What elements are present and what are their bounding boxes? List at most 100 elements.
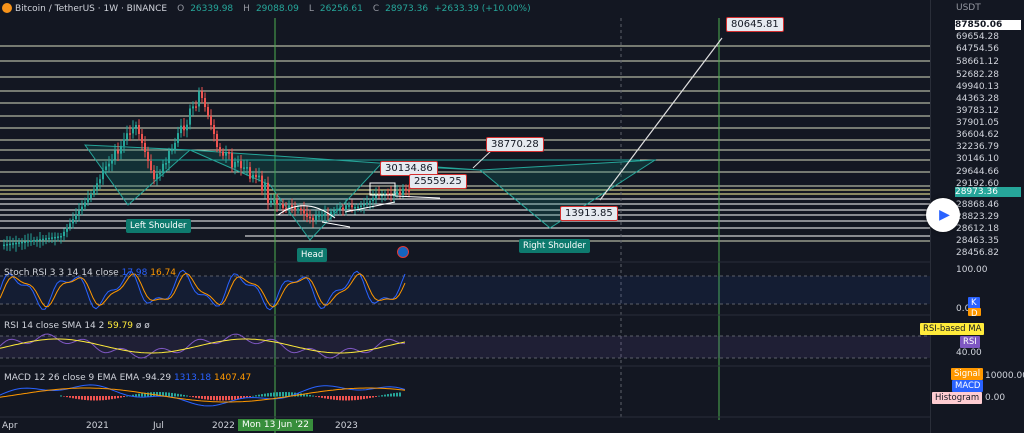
macd-histogram-bar <box>396 392 398 397</box>
symbol-header[interactable]: Bitcoin / TetherUS · 1W · BINANCE O 26339… <box>0 0 945 18</box>
macd-histogram-bar <box>309 394 311 397</box>
macd-histogram-bar <box>222 396 224 401</box>
replay-play-button[interactable]: ▶ <box>926 198 960 232</box>
macd-label: MACD 12 26 close 9 EMA EMA <box>4 373 140 383</box>
rsi-value: 59.79 <box>107 321 134 331</box>
candle-body <box>294 207 296 211</box>
stoch-d-tag: D <box>968 308 981 316</box>
candle-body <box>303 209 305 214</box>
macd-histogram-bar <box>168 392 170 397</box>
macd-signal-tag: Signal <box>951 368 984 380</box>
macd-histogram-bar <box>219 396 221 401</box>
candle-body <box>141 134 143 143</box>
candle-body <box>195 106 197 108</box>
macd-histogram-bar <box>66 396 68 398</box>
candle-body <box>168 150 170 164</box>
macd-histogram-bar <box>384 394 386 397</box>
macd-histogram-bar <box>330 396 332 400</box>
price-level-label: 28456.82 <box>956 248 999 258</box>
rsi-axis-bottom: 40.00 <box>956 348 982 358</box>
rsi-tag: RSI <box>960 336 980 348</box>
macd-histogram-bar <box>393 393 395 397</box>
pointer-line <box>472 149 493 169</box>
macd-histogram-bar <box>270 392 272 397</box>
macd-histogram-bar <box>75 396 77 399</box>
open-value: 26339.98 <box>190 4 234 14</box>
candle-body <box>189 108 191 125</box>
rsi-band <box>0 336 930 358</box>
macd-histogram-bar <box>93 396 95 401</box>
rsi-legend[interactable]: RSI 14 close SMA 14 2 59.79 ø ø <box>4 321 150 331</box>
candle-body <box>408 190 410 192</box>
symbol-title[interactable]: Bitcoin / TetherUS · 1W · BINANCE <box>15 4 168 14</box>
macd-histogram-bar <box>354 396 356 401</box>
macd-axis-bottom: 0.00 <box>985 393 1006 403</box>
currency-label: USDT <box>956 3 981 13</box>
candle-body <box>162 163 164 173</box>
stoch-legend[interactable]: Stoch RSI 3 3 14 14 close 17.98 16.74 <box>4 268 176 278</box>
left-shoulder-label[interactable]: Left Shoulder <box>126 219 191 233</box>
candle-body <box>150 161 152 170</box>
candle-body <box>165 163 167 165</box>
candle-body <box>342 207 344 210</box>
price-level-label: 28463.35 <box>956 236 999 246</box>
rsi-extra: ø ø <box>135 321 150 331</box>
macd-histogram-bar <box>237 396 239 400</box>
candle-body <box>405 188 407 191</box>
candle-body <box>186 124 188 131</box>
us-flag-event-icon[interactable] <box>397 246 409 258</box>
macd-histogram-bar <box>369 396 371 399</box>
candle-body <box>42 238 44 241</box>
macd-histogram-bar <box>303 393 305 397</box>
macd-histogram-bar <box>279 392 281 397</box>
candle-body <box>102 169 104 180</box>
candle-body <box>255 174 257 178</box>
candle-body <box>48 237 50 240</box>
macd-histogram-bar <box>390 393 392 397</box>
candle-body <box>87 198 89 203</box>
candle-body <box>387 193 389 195</box>
callout-25559[interactable]: 25559.25 <box>409 174 467 189</box>
head-label[interactable]: Head <box>297 248 328 262</box>
candle-body <box>171 149 173 152</box>
candle-body <box>357 206 359 209</box>
macd-line <box>0 384 406 407</box>
macd-legend[interactable]: MACD 12 26 close 9 EMA EMA -94.29 1313.1… <box>4 373 251 383</box>
close-label: C <box>372 4 380 14</box>
macd-histogram-bar <box>87 396 89 401</box>
macd-histogram-bar <box>348 396 350 401</box>
macd-histogram-bar <box>78 396 80 400</box>
candle-body <box>39 239 41 241</box>
candle-body <box>231 152 233 168</box>
callout-13913[interactable]: 13913.85 <box>560 206 618 221</box>
macd-histogram-bar <box>363 396 365 400</box>
macd-histogram-bar <box>165 392 167 397</box>
macd-histogram-bar <box>99 396 101 401</box>
candle-body <box>114 150 116 160</box>
candle-body <box>381 194 383 197</box>
price-level-label: 28823.29 <box>956 212 999 222</box>
macd-histogram-bar <box>255 395 257 397</box>
candle-body <box>333 210 335 213</box>
macd-histogram-bar <box>213 396 215 401</box>
price-level-label: 36604.62 <box>956 130 999 140</box>
date-label-apr: Apr <box>2 421 18 431</box>
right-shoulder-label[interactable]: Right Shoulder <box>519 239 590 253</box>
candle-body <box>84 202 86 207</box>
price-level-label: 29644.66 <box>956 167 999 177</box>
candle-body <box>57 236 59 238</box>
macd-histogram-bar <box>60 395 62 397</box>
rsi-label: RSI 14 close SMA 14 2 <box>4 321 105 331</box>
callout-38770[interactable]: 38770.28 <box>486 137 544 152</box>
callout-30134[interactable]: 30134.86 <box>380 161 438 176</box>
candle-body <box>51 237 53 239</box>
candle-body <box>339 207 341 210</box>
candle-body <box>54 236 56 239</box>
macd-axis-top: 10000.00 <box>985 371 1024 381</box>
play-icon: ▶ <box>939 207 950 223</box>
target-callout[interactable]: 80645.81 <box>726 17 784 32</box>
candle-body <box>120 145 122 154</box>
candle-body <box>129 133 131 135</box>
candle-body <box>345 205 347 210</box>
